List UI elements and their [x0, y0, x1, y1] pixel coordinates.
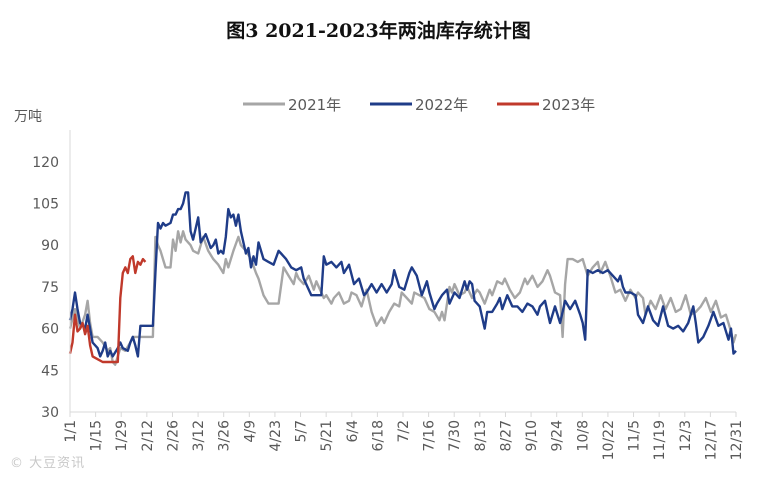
x-tick-label: 6/18 — [370, 420, 386, 451]
x-tick-label: 5/7 — [294, 420, 310, 443]
x-tick-label: 5/21 — [319, 420, 335, 451]
x-tick-label: 12/31 — [729, 420, 745, 460]
y-tick-label: 60 — [41, 322, 59, 338]
x-tick-label: 6/4 — [345, 420, 361, 443]
x-tick-label: 11/19 — [652, 420, 668, 460]
x-tick-label: 7/2 — [396, 420, 412, 443]
x-tick-label: 7/16 — [422, 420, 438, 452]
x-tick-label: 9/24 — [550, 420, 566, 452]
x-tick-label: 2/12 — [140, 420, 156, 451]
x-tick-label: 8/27 — [498, 420, 514, 451]
series-layer — [68, 191, 738, 366]
legend: 2021年 2022年 2023年 — [243, 96, 595, 114]
y-tick-label: 105 — [32, 197, 59, 213]
legend-label-2022: 2022年 — [415, 96, 468, 114]
x-tick-label: 2/26 — [165, 420, 181, 452]
x-axis-ticks: 1/1 1/15 1/29 2/12 2/26 3/12 3/26 4/9 4/23 5/7 5/2… — [63, 412, 745, 460]
x-tick-label: 1/1 — [63, 420, 79, 443]
legend-label-2021: 2021年 — [288, 96, 341, 114]
series-line-2023 — [68, 255, 147, 364]
watermark: © 大豆资讯 — [10, 456, 86, 471]
y-tick-label: 90 — [41, 238, 59, 254]
x-tick-label: 3/26 — [217, 420, 233, 452]
x-tick-label: 10/8 — [575, 420, 591, 451]
x-tick-label: 9/10 — [524, 420, 540, 451]
chart-title: 图3 2021-2023年两油库存统计图 — [226, 20, 531, 42]
x-tick-label: 4/23 — [268, 420, 284, 451]
x-tick-label: 10/22 — [601, 420, 617, 460]
y-tick-label: 45 — [41, 363, 59, 379]
x-tick-label: 7/30 — [447, 420, 463, 451]
series-line-2022 — [68, 191, 737, 358]
x-tick-label: 3/12 — [191, 420, 207, 451]
y-axis-unit-label: 万吨 — [14, 109, 42, 125]
x-tick-label: 11/5 — [627, 420, 643, 451]
y-tick-label: 120 — [32, 155, 59, 171]
x-tick-label: 8/13 — [473, 420, 489, 451]
y-axis-ticks: 30 45 60 75 90 105 120 — [32, 155, 59, 421]
x-tick-label: 12/17 — [703, 420, 719, 460]
x-tick-label: 1/29 — [114, 420, 130, 451]
legend-label-2023: 2023年 — [542, 96, 595, 114]
y-tick-label: 30 — [41, 405, 59, 421]
x-tick-label: 1/15 — [89, 420, 105, 451]
x-tick-label: 12/3 — [678, 420, 694, 451]
x-tick-label: 4/9 — [242, 420, 258, 443]
y-tick-label: 75 — [41, 280, 59, 296]
series-line-2021 — [68, 230, 738, 366]
